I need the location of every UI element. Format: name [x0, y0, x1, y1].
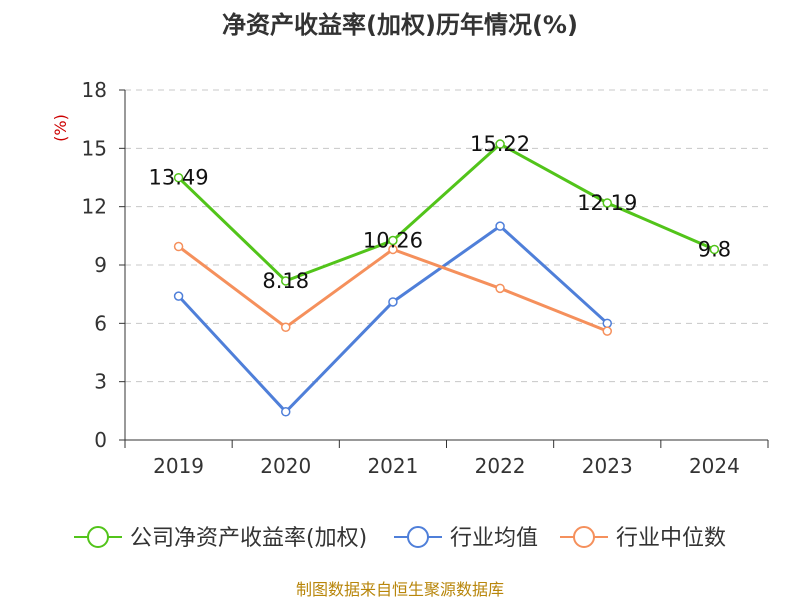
- legend-label: 行业中位数: [616, 526, 726, 551]
- y-tick-label: 0: [94, 428, 107, 452]
- axes: 0 3 6 9 12 15 18 2019 2020 2021 2022 2023 2024: [82, 78, 769, 478]
- source-note: 制图数据来自恒生聚源数据库: [296, 580, 504, 599]
- y-tick-label: 9: [94, 253, 107, 277]
- data-label: 8.18: [262, 269, 309, 293]
- grid-lines: [125, 89, 768, 383]
- series-point-0: [388, 235, 398, 246]
- data-label: 12.19: [577, 191, 637, 215]
- legend-item-2: 行业中位数: [560, 526, 726, 551]
- series-point-1: [602, 318, 612, 329]
- series-layer: [173, 139, 720, 417]
- x-tick-label: 2020: [260, 454, 311, 478]
- series-line-0: [177, 142, 715, 283]
- series-point-2: [281, 322, 291, 332]
- x-tick-label: 2019: [153, 454, 204, 478]
- series-point-1: [388, 297, 398, 307]
- series-point-2: [602, 326, 612, 336]
- data-label: 13.49: [149, 166, 209, 190]
- series-point-0: [495, 139, 505, 149]
- legend-label: 公司净资产收益率(加权): [130, 526, 367, 551]
- series-line-2: [177, 245, 608, 333]
- series-point-0: [281, 276, 291, 286]
- series-point-2: [173, 241, 184, 252]
- legend-item-1: 行业均值: [394, 526, 538, 551]
- legend-marker: [573, 526, 595, 548]
- x-tick-label: 2024: [689, 454, 740, 478]
- legend-marker: [87, 526, 109, 548]
- x-tick-label: 2021: [367, 454, 418, 478]
- series-point-1: [495, 221, 505, 231]
- series-point-1: [173, 291, 184, 301]
- series-point-0: [173, 172, 184, 183]
- x-tick-label: 2023: [582, 454, 633, 478]
- series-point-0: [602, 198, 612, 208]
- data-labels: 13.49 8.18 10.26 15.22 12.19 9.8: [149, 132, 732, 293]
- x-tick-label: 2022: [475, 454, 526, 478]
- data-label: 10.26: [363, 229, 423, 253]
- series-point-2: [495, 283, 505, 294]
- data-label: 15.22: [470, 132, 530, 156]
- chart-title: 净资产收益率(加权)历年情况(%): [222, 11, 578, 39]
- legend-label: 行业均值: [450, 526, 538, 551]
- legend-marker: [407, 526, 429, 548]
- y-tick-label: 3: [94, 370, 107, 394]
- legend-item-0: 公司净资产收益率(加权): [74, 526, 367, 551]
- y-tick-label: 18: [82, 78, 107, 102]
- series-point-2: [388, 244, 398, 255]
- y-tick-label: 6: [94, 311, 107, 335]
- y-tick-label: 12: [82, 195, 107, 219]
- y-tick-label: 15: [82, 136, 107, 160]
- y-axis-unit-label: (%): [51, 114, 70, 142]
- data-label: 9.8: [698, 237, 731, 261]
- series-point-0: [709, 244, 720, 255]
- legend: 公司净资产收益率(加权) 行业均值 行业中位数: [74, 526, 726, 551]
- series-point-1: [281, 407, 291, 417]
